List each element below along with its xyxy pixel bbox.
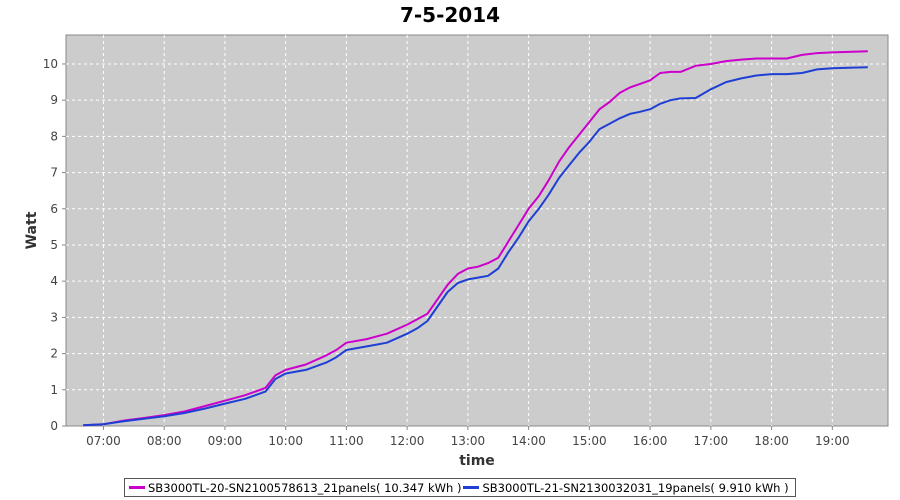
x-axis-label: time [459, 453, 495, 469]
x-tick-label: 09:00 [208, 434, 243, 448]
series-line-2 [83, 66, 868, 427]
x-tick-label: 08:00 [147, 434, 182, 448]
legend-label: SB3000TL-21-SN2130032031_19panels( 9.910… [482, 480, 789, 495]
y-tick-label: 2 [50, 347, 58, 361]
chart-title: 7-5-2014 [399, 3, 501, 27]
y-tick-label: 10 [43, 57, 58, 71]
y-tick-label: 7 [50, 166, 58, 180]
x-tick-label: 07:00 [86, 434, 121, 448]
y-tick-label: 0 [50, 419, 58, 433]
y-tick-label: 8 [50, 129, 58, 143]
series-lines [83, 50, 868, 427]
x-tick-label: 18:00 [754, 434, 789, 448]
x-tick-label: 14:00 [511, 434, 546, 448]
legend-swatch [463, 486, 480, 489]
grid-lines [66, 35, 888, 426]
y-tick-label: 9 [50, 93, 58, 107]
series-line-1 [83, 50, 868, 427]
y-tick-label: 4 [50, 274, 58, 288]
axes: 0 1 2 3 4 5 6 7 8 9 10 07:00 08:00 09:00 10:00 11:00 12:… [43, 57, 850, 448]
y-tick-label: 6 [50, 202, 58, 216]
x-tick-label: 10:00 [268, 434, 303, 448]
y-tick-label: 5 [50, 238, 58, 252]
x-tick-label: 12:00 [390, 434, 425, 448]
x-tick-label: 19:00 [815, 434, 850, 448]
x-tick-label: 11:00 [329, 434, 364, 448]
x-tick-label: 17:00 [694, 434, 729, 448]
legend-item-series-2: SB3000TL-21-SN2130032031_19panels( 9.910… [463, 480, 789, 495]
y-axis-label: Watt [24, 211, 40, 249]
y-tick-label: 1 [50, 383, 58, 397]
legend-item-series-1: SB3000TL-20-SN2100578613_21panels( 10.34… [129, 481, 461, 495]
y-tick-label: 3 [50, 310, 58, 324]
legend-swatch [129, 486, 145, 489]
legend-label: SB3000TL-20-SN2100578613_21panels( 10.34… [148, 480, 462, 495]
plot-area [65, 34, 889, 427]
x-tick-label: 16:00 [633, 434, 668, 448]
x-tick-label: 13:00 [451, 434, 486, 448]
chart-legend: SB3000TL-20-SN2100578613_21panels( 10.34… [124, 478, 796, 497]
x-tick-label: 15:00 [572, 434, 607, 448]
